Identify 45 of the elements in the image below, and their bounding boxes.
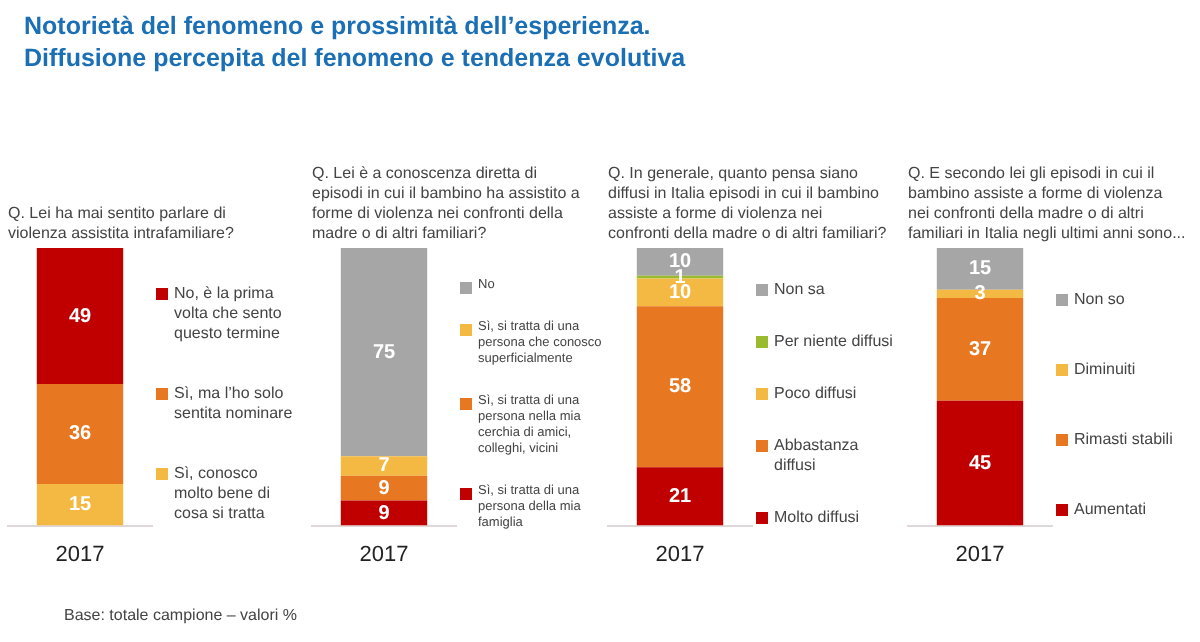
data-label: 9 — [378, 502, 391, 525]
legend-label: Diminuiti — [1074, 359, 1136, 379]
legend-label: Non so — [1074, 289, 1125, 309]
legend-label: No, è la prima volta che sento questo termine — [174, 284, 284, 344]
data-label: 15 — [68, 494, 92, 517]
bar — [936, 400, 1024, 526]
text: Diffusione percepita del fenomeno e tendenza evolutiva — [24, 44, 686, 72]
bar — [340, 248, 428, 457]
bar — [636, 467, 724, 526]
data-label: 36 — [68, 423, 92, 446]
data-label: 10 — [668, 281, 692, 304]
legend-label: Per niente diffusi — [774, 332, 893, 352]
data-label: 75 — [372, 341, 396, 364]
x-tick-label: 2017 — [55, 542, 105, 567]
data-label: 45 — [968, 452, 992, 475]
legend-label: Molto diffusi — [774, 508, 860, 528]
data-label: 49 — [68, 305, 92, 328]
text: Q. In generale, quanto pensa siano diffusi in Italia episodi in cui il bambino assiste a forme di violenza nei confronti della madre o di altri familiari? — [608, 162, 888, 244]
data-label: 3 — [974, 283, 987, 306]
legend-label: Sì, conosco molto bene di cosa si tratta — [174, 464, 273, 524]
data-label: 37 — [968, 338, 992, 361]
legend-label: Sì, ma l’ho solo sentita nominare — [174, 384, 295, 424]
legend-label: Abbastanza diffusi — [774, 436, 861, 476]
data-label: 21 — [668, 485, 692, 508]
bar — [936, 297, 1024, 401]
text: Base: totale campione – valori % — [64, 606, 298, 624]
data-label: 9 — [378, 477, 391, 500]
bar — [340, 500, 428, 526]
bar — [636, 306, 724, 468]
text: Q. Lei ha mai sentito parlare di violenza assistita intrafamiliare? — [8, 202, 236, 244]
legend-label: Rimasti stabili — [1074, 429, 1173, 449]
data-label: 15 — [968, 258, 992, 281]
text: Notorietà del fenomeno e prossimità dell’esperienza. — [24, 12, 651, 40]
text: Q. E secondo lei gli episodi in cui il bambino assiste a forme di violenza nei confronti della madre o di altri familiari in Italia negli ultimi anni sono... — [908, 162, 1188, 244]
text: Q. Lei è a conoscenza diretta di episodi in cui il bambino ha assistito a forme di violenza nei confronti della madre o di altri familiari? — [312, 162, 582, 244]
data-label: 58 — [668, 376, 692, 399]
legend-label: Aumentati — [1074, 499, 1147, 519]
bar — [340, 456, 428, 476]
legend-label: Non sa — [774, 280, 825, 300]
data-label: 7 — [378, 455, 391, 478]
legend-label: Poco diffusi — [774, 384, 857, 404]
x-tick-label: 2017 — [359, 542, 409, 567]
x-tick-label: 2017 — [955, 542, 1005, 567]
bar — [340, 475, 428, 501]
x-tick-label: 2017 — [655, 542, 705, 567]
